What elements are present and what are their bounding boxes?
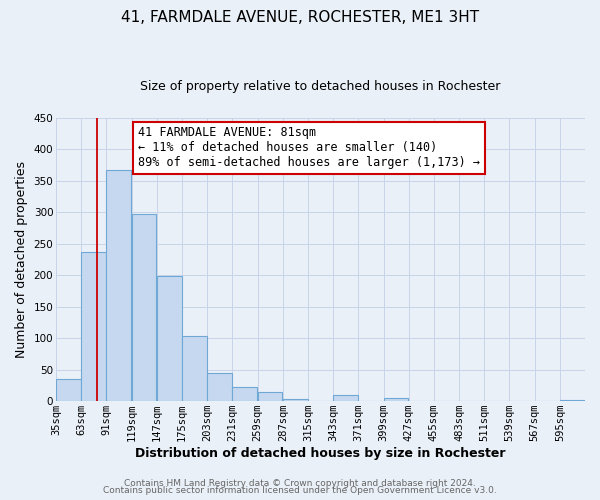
Bar — [383, 398, 409, 401]
Bar — [182, 336, 207, 401]
Bar — [232, 388, 257, 401]
Bar — [333, 396, 358, 401]
Bar — [81, 252, 106, 401]
Bar — [207, 373, 232, 401]
Text: Contains HM Land Registry data © Crown copyright and database right 2024.: Contains HM Land Registry data © Crown c… — [124, 478, 476, 488]
Bar — [106, 170, 131, 401]
Y-axis label: Number of detached properties: Number of detached properties — [15, 161, 28, 358]
Text: 41 FARMDALE AVENUE: 81sqm
← 11% of detached houses are smaller (140)
89% of semi: 41 FARMDALE AVENUE: 81sqm ← 11% of detac… — [138, 126, 480, 170]
Bar — [131, 214, 157, 401]
Text: 41, FARMDALE AVENUE, ROCHESTER, ME1 3HT: 41, FARMDALE AVENUE, ROCHESTER, ME1 3HT — [121, 10, 479, 25]
Bar — [283, 400, 308, 401]
Title: Size of property relative to detached houses in Rochester: Size of property relative to detached ho… — [140, 80, 501, 93]
Bar — [560, 400, 584, 401]
Text: Contains public sector information licensed under the Open Government Licence v3: Contains public sector information licen… — [103, 486, 497, 495]
X-axis label: Distribution of detached houses by size in Rochester: Distribution of detached houses by size … — [135, 447, 506, 460]
Bar — [56, 379, 81, 401]
Bar — [257, 392, 283, 401]
Bar — [157, 276, 182, 401]
